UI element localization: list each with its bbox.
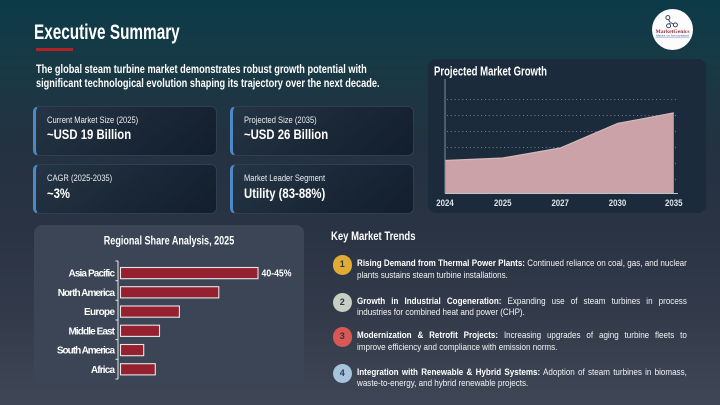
svg-text:Europe: Europe	[84, 307, 115, 318]
svg-text:Projected Market Growth: Projected Market Growth	[434, 65, 547, 79]
svg-text:2027: 2027	[551, 198, 569, 208]
svg-text:2024: 2024	[436, 198, 454, 208]
svg-text:Middle East: Middle East	[69, 326, 116, 337]
svg-text:Ideas to Innovation: Ideas to Innovation	[656, 34, 690, 38]
svg-text:40-45%: 40-45%	[262, 269, 292, 280]
svg-text:2025: 2025	[494, 198, 512, 208]
svg-text:Regional Share Analysis, 2025: Regional Share Analysis, 2025	[104, 236, 235, 248]
svg-text:2030: 2030	[609, 198, 627, 208]
svg-text:North America: North America	[58, 288, 116, 299]
svg-text:Africa: Africa	[91, 365, 116, 376]
svg-text:South America: South America	[57, 346, 116, 357]
svg-text:Asia Pacific: Asia Pacific	[69, 269, 116, 280]
svg-text:MarketGenics: MarketGenics	[656, 30, 690, 35]
svg-text:2035: 2035	[665, 198, 683, 208]
